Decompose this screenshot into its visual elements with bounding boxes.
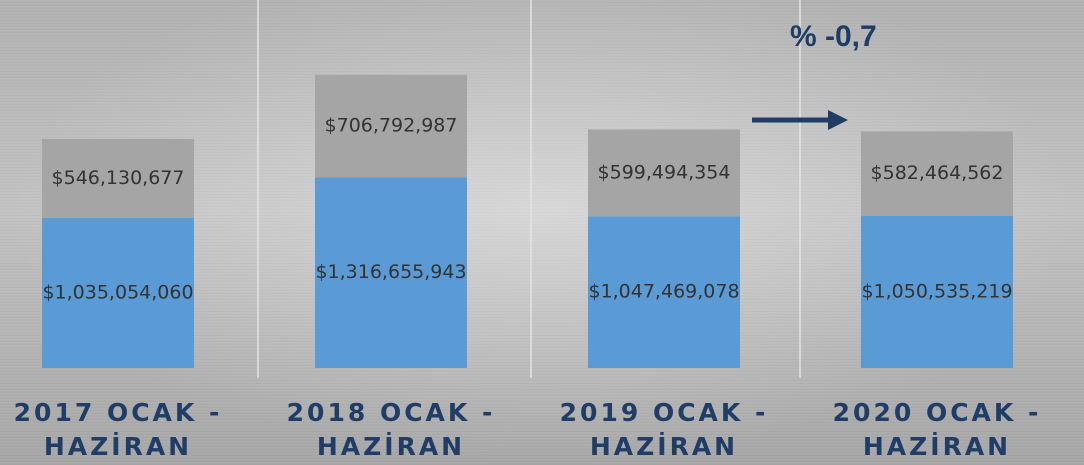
bar-segment — [42, 218, 194, 368]
x-tick-label: 2018 OCAK - HAZİRAN — [286, 398, 496, 461]
bar-segment — [588, 216, 740, 368]
x-tick-label: 2020 OCAK - HAZİRAN — [832, 398, 1042, 461]
bar-segment — [42, 138, 194, 219]
x-tick-label: 2019 OCAK - HAZİRAN — [559, 398, 769, 461]
data-label: $546,130,677 — [52, 167, 185, 189]
data-label: $1,035,054,060 — [42, 282, 193, 304]
data-label: $1,050,535,219 — [861, 280, 1012, 302]
bar-segment — [861, 215, 1013, 368]
bar-segment — [315, 74, 467, 178]
data-label: $1,047,469,078 — [588, 281, 739, 303]
data-label: $706,792,987 — [325, 115, 458, 137]
x-tick-label: 2017 OCAK - HAZİRAN — [13, 398, 223, 461]
data-label: $1,316,655,943 — [315, 261, 466, 283]
annotation: % -0,7 — [790, 20, 877, 53]
bar-segment — [315, 177, 467, 368]
data-label: $582,464,562 — [871, 162, 1004, 184]
bar-segment — [861, 131, 1013, 216]
data-label: $599,494,354 — [598, 161, 731, 183]
arrow-head — [828, 110, 848, 130]
bar-segment — [588, 129, 740, 217]
